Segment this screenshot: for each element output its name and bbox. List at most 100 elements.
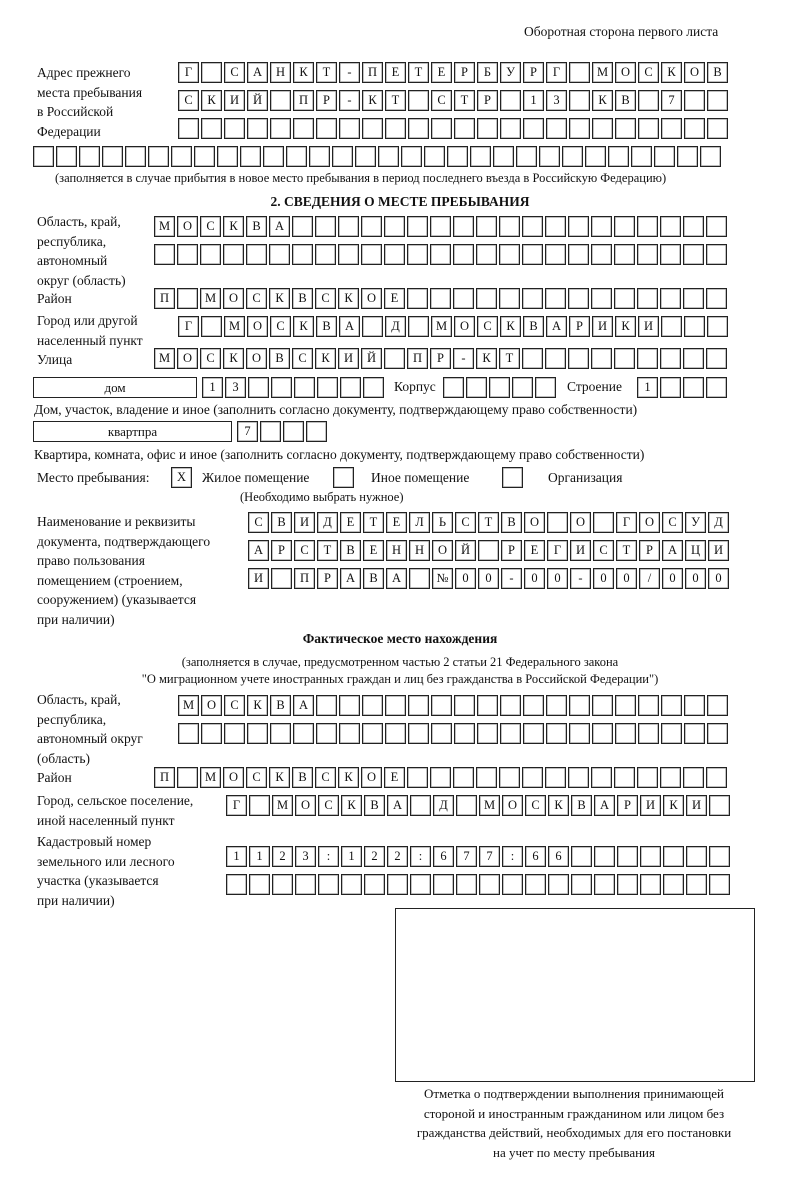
char-box[interactable]: 0 <box>593 568 614 589</box>
char-box[interactable] <box>454 118 475 139</box>
char-box[interactable]: А <box>387 795 408 816</box>
char-box[interactable] <box>363 377 384 398</box>
char-box[interactable] <box>661 316 682 337</box>
char-box[interactable]: О <box>570 512 591 533</box>
char-box[interactable] <box>407 767 428 788</box>
char-box[interactable] <box>683 216 704 237</box>
char-box[interactable] <box>522 288 543 309</box>
char-box[interactable] <box>640 874 661 895</box>
char-box[interactable]: С <box>455 512 476 533</box>
char-box[interactable] <box>661 723 682 744</box>
building-row[interactable]: 1 <box>637 377 729 398</box>
char-box[interactable] <box>430 244 451 265</box>
char-box[interactable]: М <box>272 795 293 816</box>
char-box[interactable] <box>293 723 314 744</box>
char-box[interactable] <box>535 377 556 398</box>
char-box[interactable] <box>148 146 169 167</box>
char-box[interactable] <box>545 216 566 237</box>
char-box[interactable]: О <box>361 288 382 309</box>
char-box[interactable]: 1 <box>637 377 658 398</box>
char-box[interactable]: В <box>707 62 728 83</box>
char-box[interactable]: В <box>571 795 592 816</box>
char-box[interactable]: С <box>431 90 452 111</box>
char-box[interactable] <box>362 723 383 744</box>
char-box[interactable]: О <box>177 216 198 237</box>
char-box[interactable]: П <box>154 288 175 309</box>
char-box[interactable] <box>223 244 244 265</box>
char-box[interactable] <box>292 216 313 237</box>
char-box[interactable]: Т <box>385 90 406 111</box>
char-box[interactable] <box>362 118 383 139</box>
char-box[interactable] <box>272 874 293 895</box>
char-box[interactable] <box>410 795 431 816</box>
char-box[interactable]: 0 <box>524 568 545 589</box>
char-box[interactable]: О <box>432 540 453 561</box>
char-box[interactable] <box>194 146 215 167</box>
char-box[interactable]: Н <box>386 540 407 561</box>
char-box[interactable]: 0 <box>708 568 729 589</box>
char-box[interactable]: У <box>685 512 706 533</box>
char-box[interactable] <box>247 723 268 744</box>
char-box[interactable]: 0 <box>547 568 568 589</box>
char-box[interactable]: О <box>524 512 545 533</box>
char-box[interactable]: 2 <box>364 846 385 867</box>
char-box[interactable] <box>226 874 247 895</box>
char-box[interactable] <box>292 244 313 265</box>
char-box[interactable] <box>686 874 707 895</box>
char-box[interactable]: Р <box>271 540 292 561</box>
char-box[interactable] <box>479 874 500 895</box>
char-box[interactable]: А <box>339 316 360 337</box>
char-box[interactable]: А <box>248 540 269 561</box>
char-box[interactable]: Р <box>523 62 544 83</box>
char-box[interactable]: 7 <box>237 421 258 442</box>
char-box[interactable] <box>683 377 704 398</box>
char-box[interactable] <box>569 90 590 111</box>
char-box[interactable] <box>201 316 222 337</box>
char-box[interactable] <box>545 244 566 265</box>
char-box[interactable] <box>177 767 198 788</box>
char-box[interactable] <box>271 377 292 398</box>
char-box[interactable]: С <box>246 767 267 788</box>
char-box[interactable]: С <box>246 288 267 309</box>
char-box[interactable]: С <box>662 512 683 533</box>
char-box[interactable] <box>340 377 361 398</box>
char-box[interactable]: Т <box>408 62 429 83</box>
char-box[interactable] <box>614 244 635 265</box>
char-box[interactable] <box>283 421 304 442</box>
char-box[interactable] <box>316 723 337 744</box>
char-box[interactable] <box>683 767 704 788</box>
char-box[interactable] <box>309 146 330 167</box>
char-box[interactable]: В <box>292 288 313 309</box>
char-box[interactable] <box>614 288 635 309</box>
char-box[interactable] <box>476 244 497 265</box>
char-box[interactable]: 1 <box>226 846 247 867</box>
char-box[interactable]: 1 <box>523 90 544 111</box>
char-box[interactable] <box>683 348 704 369</box>
char-box[interactable] <box>456 795 477 816</box>
char-box[interactable] <box>56 146 77 167</box>
char-box[interactable] <box>478 540 499 561</box>
char-box[interactable]: Е <box>340 512 361 533</box>
char-box[interactable]: П <box>362 62 383 83</box>
previous-address-row-4[interactable] <box>33 146 723 167</box>
char-box[interactable]: И <box>686 795 707 816</box>
char-box[interactable] <box>271 568 292 589</box>
char-box[interactable] <box>249 795 270 816</box>
char-box[interactable] <box>407 244 428 265</box>
char-box[interactable]: К <box>338 767 359 788</box>
char-box[interactable]: В <box>364 795 385 816</box>
char-box[interactable]: О <box>639 512 660 533</box>
char-box[interactable] <box>614 767 635 788</box>
char-box[interactable] <box>362 695 383 716</box>
char-box[interactable]: В <box>269 348 290 369</box>
char-box[interactable] <box>523 118 544 139</box>
char-box[interactable] <box>523 695 544 716</box>
char-box[interactable] <box>661 118 682 139</box>
char-box[interactable] <box>384 348 405 369</box>
char-box[interactable]: П <box>294 568 315 589</box>
char-box[interactable]: О <box>246 348 267 369</box>
char-box[interactable] <box>706 244 727 265</box>
